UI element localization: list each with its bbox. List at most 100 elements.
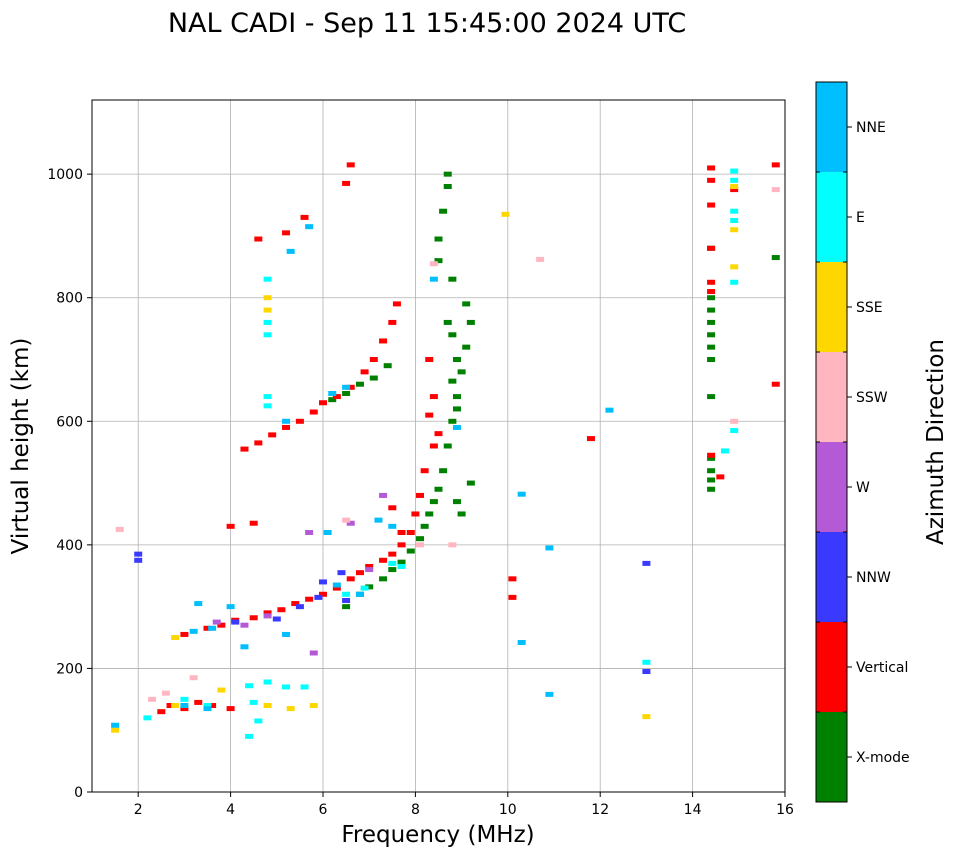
data-point bbox=[328, 397, 337, 403]
data-point bbox=[707, 279, 716, 285]
data-point bbox=[342, 384, 351, 390]
data-point bbox=[342, 604, 351, 610]
colorbar-segment bbox=[816, 172, 847, 262]
data-point bbox=[457, 369, 466, 375]
data-point bbox=[332, 585, 341, 591]
data-point bbox=[337, 570, 346, 576]
data-point bbox=[720, 448, 729, 454]
data-point bbox=[501, 211, 510, 217]
data-point bbox=[730, 177, 739, 183]
data-point bbox=[517, 639, 526, 645]
data-point bbox=[365, 584, 374, 590]
data-point bbox=[707, 245, 716, 251]
data-point bbox=[452, 406, 461, 412]
data-point bbox=[286, 248, 295, 254]
data-point bbox=[429, 394, 438, 400]
data-point bbox=[282, 424, 291, 430]
data-point bbox=[707, 319, 716, 325]
data-point bbox=[157, 709, 166, 715]
data-point bbox=[249, 699, 258, 705]
data-point bbox=[263, 332, 272, 338]
x-axis-label: Frequency (MHz) bbox=[341, 822, 534, 848]
data-point bbox=[355, 591, 364, 597]
data-point bbox=[203, 706, 212, 712]
data-point bbox=[342, 591, 351, 597]
data-point bbox=[365, 563, 374, 569]
data-point bbox=[263, 295, 272, 301]
data-point bbox=[508, 576, 517, 582]
data-point bbox=[707, 295, 716, 301]
data-point bbox=[392, 301, 401, 307]
data-point bbox=[707, 307, 716, 313]
data-point bbox=[263, 613, 272, 619]
data-point bbox=[545, 545, 554, 551]
data-point bbox=[134, 551, 143, 557]
data-point bbox=[416, 542, 425, 548]
data-point bbox=[282, 684, 291, 690]
data-point bbox=[406, 548, 415, 554]
data-point bbox=[226, 706, 235, 712]
data-point bbox=[217, 687, 226, 693]
data-point bbox=[208, 703, 217, 708]
data-point bbox=[425, 412, 434, 418]
data-point bbox=[771, 255, 780, 261]
data-point bbox=[231, 619, 240, 625]
data-point bbox=[397, 559, 406, 565]
series-vertical bbox=[157, 162, 780, 715]
x-tick-label: 4 bbox=[226, 802, 235, 818]
series-x-mode bbox=[328, 171, 780, 610]
data-point bbox=[203, 625, 212, 631]
data-point bbox=[420, 468, 429, 474]
data-point bbox=[263, 703, 272, 708]
data-point bbox=[707, 486, 716, 492]
data-point bbox=[406, 530, 415, 535]
data-point bbox=[771, 381, 780, 387]
data-point bbox=[161, 690, 170, 696]
data-point bbox=[383, 363, 392, 369]
chart-title: NAL CADI - Sep 11 15:45:00 2024 UTC bbox=[168, 8, 686, 39]
data-point bbox=[707, 289, 716, 295]
series-nne bbox=[111, 224, 614, 728]
data-point bbox=[226, 604, 235, 610]
data-point bbox=[416, 492, 425, 498]
data-point bbox=[707, 452, 716, 458]
data-point bbox=[277, 607, 286, 613]
colorbar-segment bbox=[816, 622, 847, 712]
data-point bbox=[180, 631, 189, 637]
data-point bbox=[254, 440, 263, 446]
data-point bbox=[642, 669, 651, 675]
data-point bbox=[249, 615, 258, 621]
data-point bbox=[397, 542, 406, 548]
data-point bbox=[346, 384, 355, 390]
y-tick-label: 0 bbox=[74, 785, 83, 801]
colorbar-segment bbox=[816, 442, 847, 532]
data-point bbox=[443, 184, 452, 189]
data-point bbox=[397, 530, 406, 535]
data-point bbox=[730, 184, 739, 189]
data-point bbox=[342, 517, 351, 523]
data-point bbox=[319, 579, 327, 585]
data-point bbox=[434, 258, 443, 264]
data-point bbox=[448, 542, 457, 548]
data-point bbox=[189, 628, 198, 634]
data-point bbox=[212, 619, 221, 625]
data-point bbox=[272, 616, 281, 622]
data-point bbox=[397, 563, 406, 569]
data-point bbox=[429, 499, 438, 505]
colorbar-segment bbox=[816, 712, 847, 802]
data-point bbox=[295, 418, 304, 424]
series-sse bbox=[111, 184, 739, 733]
data-point bbox=[388, 560, 397, 566]
data-point bbox=[240, 446, 249, 452]
data-point bbox=[707, 468, 716, 474]
data-point bbox=[388, 523, 397, 529]
data-point bbox=[730, 217, 739, 223]
data-point bbox=[240, 622, 249, 628]
data-point bbox=[452, 424, 461, 430]
data-point bbox=[379, 576, 388, 582]
data-point bbox=[443, 319, 452, 325]
data-point bbox=[374, 517, 383, 523]
data-point bbox=[388, 567, 397, 573]
data-point bbox=[245, 733, 254, 739]
data-point bbox=[379, 492, 388, 498]
